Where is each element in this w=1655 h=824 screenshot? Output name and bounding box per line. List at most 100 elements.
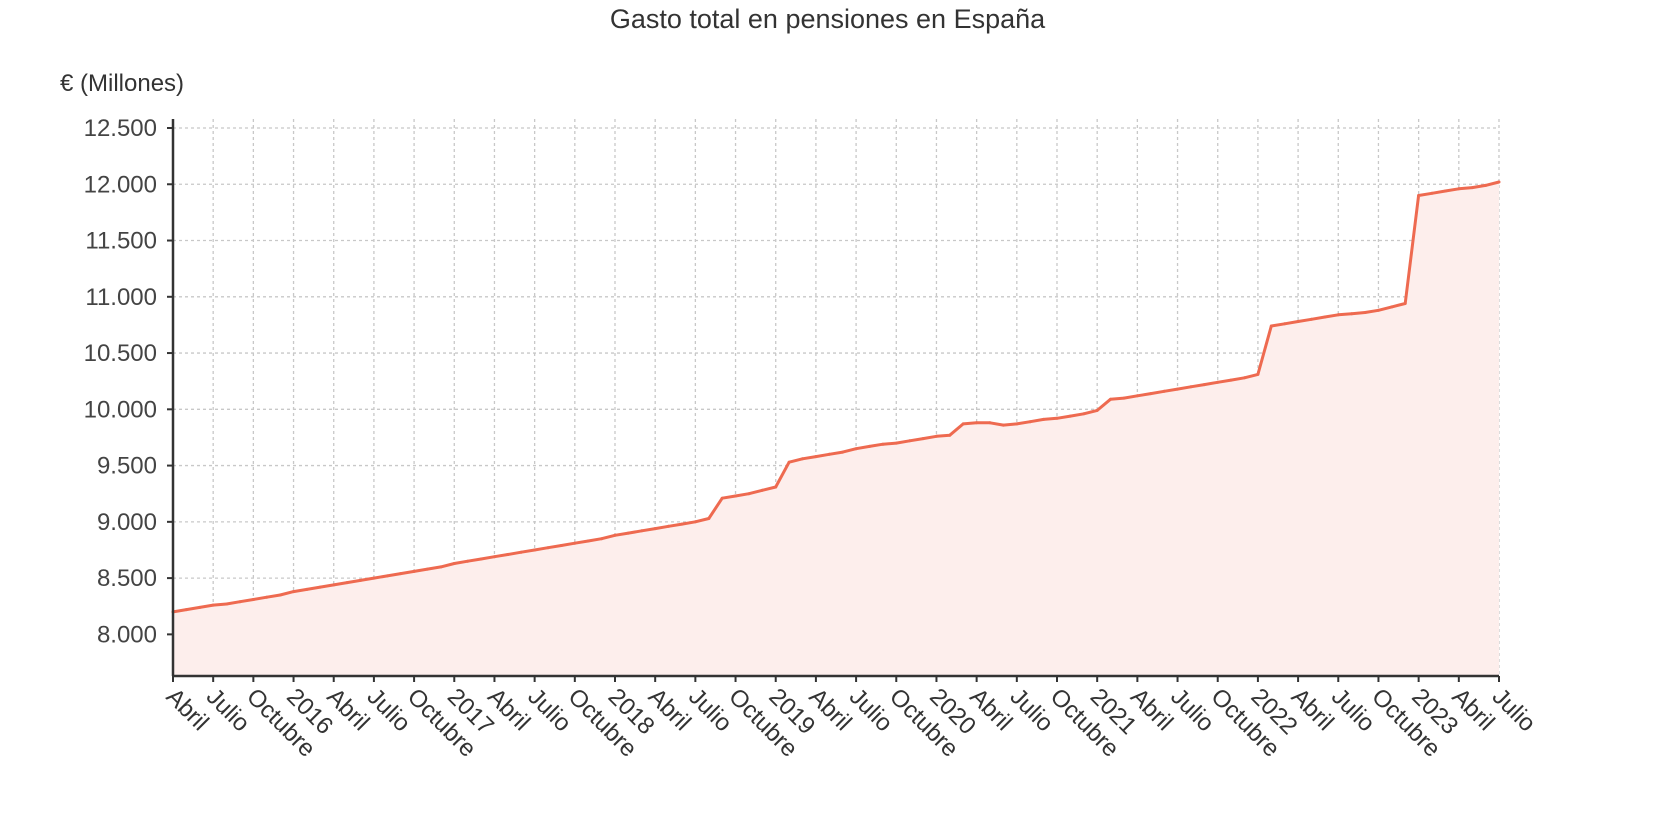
data-point-2019-03	[801, 457, 804, 461]
data-point-2020-03	[961, 422, 965, 426]
data-point-2020-02	[948, 433, 952, 437]
data-point-2023-02	[1430, 191, 1434, 195]
data-point-2023-04	[1457, 187, 1461, 191]
data-point-2018-07	[693, 520, 697, 524]
data-point-2021-10	[1216, 380, 1220, 384]
data-point-2017-10	[573, 541, 577, 545]
data-point-2017-01	[452, 562, 456, 565]
data-point-2019-09	[881, 442, 885, 446]
data-point-2018-12	[760, 488, 764, 492]
data-point-2019-07	[854, 447, 858, 451]
data-point-2017-12	[600, 537, 604, 541]
data-point-2020-12	[1082, 412, 1086, 416]
data-point-2022-08	[1350, 312, 1354, 316]
data-point-2022-09	[1363, 311, 1367, 314]
chart-title: Gasto total en pensiones en España	[609, 4, 1046, 34]
data-point-2018-09	[720, 496, 724, 500]
y-tick-labels: 8.000 8.500 9.000 9.500 10.000 10.500 11.000 11…	[84, 115, 173, 648]
data-point-2023-06	[1484, 183, 1488, 187]
axes	[171, 119, 1499, 678]
data-point-2022-10	[1377, 308, 1380, 312]
data-point-2022-07	[1336, 313, 1340, 317]
data-point-2017-04	[493, 555, 496, 559]
data-point-2020-08	[1028, 420, 1032, 424]
x-tick-label: Julio	[522, 683, 576, 737]
data-point-2015-12	[278, 593, 282, 597]
data-points	[171, 180, 1501, 614]
data-point-2021-07	[1176, 387, 1179, 391]
y-tick-label: 11.500	[85, 228, 157, 255]
x-tick-label: Julio	[362, 683, 416, 737]
data-point-2021-01	[1095, 408, 1099, 412]
data-point-2021-06	[1162, 389, 1166, 393]
data-point-2022-02	[1269, 324, 1273, 328]
y-tick-label: 12.500	[84, 115, 157, 142]
data-point-2022-05	[1310, 317, 1313, 321]
data-point-2016-02	[305, 587, 309, 591]
data-point-2022-12	[1403, 302, 1407, 305]
data-point-2020-01	[935, 434, 938, 438]
data-point-2017-07	[533, 548, 537, 552]
data-point-2020-10	[1055, 416, 1059, 420]
data-point-2023-07	[1497, 180, 1501, 184]
x-tick-label: Julio	[1326, 683, 1380, 737]
data-point-2021-12	[1243, 376, 1246, 380]
x-tick-label: Julio	[1487, 683, 1541, 737]
data-point-2017-03	[479, 557, 483, 561]
data-point-2023-05	[1470, 186, 1474, 190]
y-axis-label: € (Millones)	[60, 70, 185, 97]
data-point-2018-03	[640, 529, 644, 533]
data-point-2016-08	[385, 574, 389, 578]
y-tick-label: 12.000	[84, 171, 157, 198]
x-tick-label: Julio	[683, 683, 737, 737]
x-tick-label: Julio	[1005, 683, 1059, 737]
data-point-2019-12	[921, 437, 925, 441]
data-point-2019-08	[868, 444, 871, 448]
data-point-2015-11	[265, 595, 269, 599]
data-point-2015-06	[198, 605, 202, 609]
data-point-2015-07	[211, 603, 215, 607]
data-point-2017-06	[519, 550, 523, 554]
y-tick-label: 8.000	[97, 621, 157, 648]
x-tick-label: Julio	[1165, 683, 1219, 737]
data-point-2018-05	[667, 524, 671, 528]
data-point-2018-06	[680, 522, 684, 526]
data-point-2022-01	[1256, 372, 1260, 376]
data-point-2019-05	[827, 452, 831, 456]
data-point-2017-05	[506, 553, 510, 556]
data-point-2019-11	[908, 439, 912, 443]
data-point-2018-01	[613, 533, 617, 537]
y-tick-label: 9.000	[97, 509, 157, 536]
data-point-2020-06	[1001, 423, 1005, 427]
data-point-2016-11	[426, 567, 429, 571]
y-tick-label: 10.500	[84, 340, 157, 367]
data-point-2018-10	[734, 494, 737, 498]
data-point-2016-01	[292, 590, 295, 594]
data-point-2020-04	[975, 421, 979, 425]
data-point-2016-12	[439, 565, 443, 569]
data-point-2018-11	[747, 492, 751, 496]
data-point-2016-07	[372, 576, 376, 580]
data-point-2022-06	[1323, 315, 1327, 319]
series-line	[172, 180, 1500, 614]
x-tick-labels: AbrilJulioOctubre2016AbrilJulioOctubre20…	[161, 676, 1541, 763]
area-fill	[173, 182, 1499, 676]
x-tick-label: Julio	[201, 683, 255, 737]
data-point-2021-09	[1202, 383, 1206, 387]
data-point-2019-10	[894, 441, 898, 445]
y-tick-label: 8.500	[97, 565, 157, 592]
data-point-2016-09	[399, 572, 403, 576]
data-point-2019-02	[787, 460, 791, 464]
data-point-2022-03	[1283, 322, 1287, 326]
data-point-2016-10	[412, 569, 416, 573]
data-point-2017-09	[559, 544, 563, 547]
data-point-2018-04	[653, 527, 657, 531]
data-point-2020-05	[988, 421, 992, 425]
data-point-2021-02	[1109, 397, 1113, 401]
data-point-2022-04	[1296, 320, 1300, 323]
data-point-2018-08	[707, 517, 711, 520]
y-tick-label: 11.000	[85, 284, 157, 311]
y-tick-label: 9.500	[97, 453, 157, 480]
data-point-2021-08	[1189, 385, 1193, 389]
